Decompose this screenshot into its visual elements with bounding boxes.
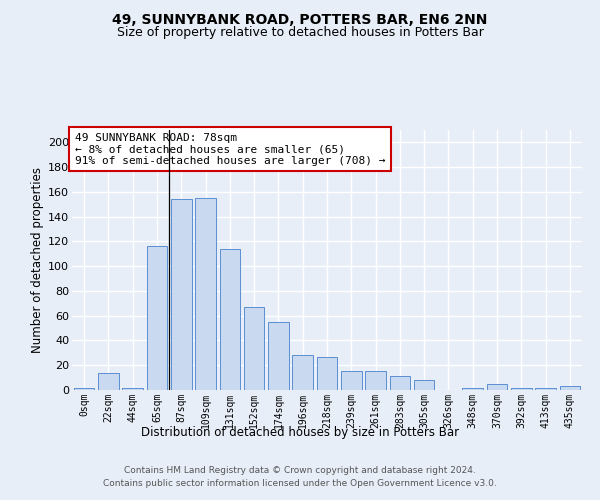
Bar <box>317 356 337 390</box>
Bar <box>365 372 386 390</box>
Bar <box>220 249 240 390</box>
Text: Contains HM Land Registry data © Crown copyright and database right 2024.
Contai: Contains HM Land Registry data © Crown c… <box>103 466 497 487</box>
Bar <box>268 322 289 390</box>
Bar <box>535 388 556 390</box>
Bar <box>146 246 167 390</box>
Bar <box>341 372 362 390</box>
Bar <box>195 198 216 390</box>
Bar <box>414 380 434 390</box>
Bar <box>487 384 508 390</box>
Bar <box>244 307 265 390</box>
Bar <box>74 388 94 390</box>
Bar <box>511 388 532 390</box>
Text: Distribution of detached houses by size in Potters Bar: Distribution of detached houses by size … <box>141 426 459 439</box>
Bar <box>463 388 483 390</box>
Text: 49 SUNNYBANK ROAD: 78sqm
← 8% of detached houses are smaller (65)
91% of semi-de: 49 SUNNYBANK ROAD: 78sqm ← 8% of detache… <box>74 132 385 166</box>
Y-axis label: Number of detached properties: Number of detached properties <box>31 167 44 353</box>
Bar <box>389 376 410 390</box>
Bar <box>560 386 580 390</box>
Bar <box>292 356 313 390</box>
Bar <box>98 372 119 390</box>
Text: 49, SUNNYBANK ROAD, POTTERS BAR, EN6 2NN: 49, SUNNYBANK ROAD, POTTERS BAR, EN6 2NN <box>112 12 488 26</box>
Text: Size of property relative to detached houses in Potters Bar: Size of property relative to detached ho… <box>116 26 484 39</box>
Bar <box>171 200 191 390</box>
Bar <box>122 388 143 390</box>
